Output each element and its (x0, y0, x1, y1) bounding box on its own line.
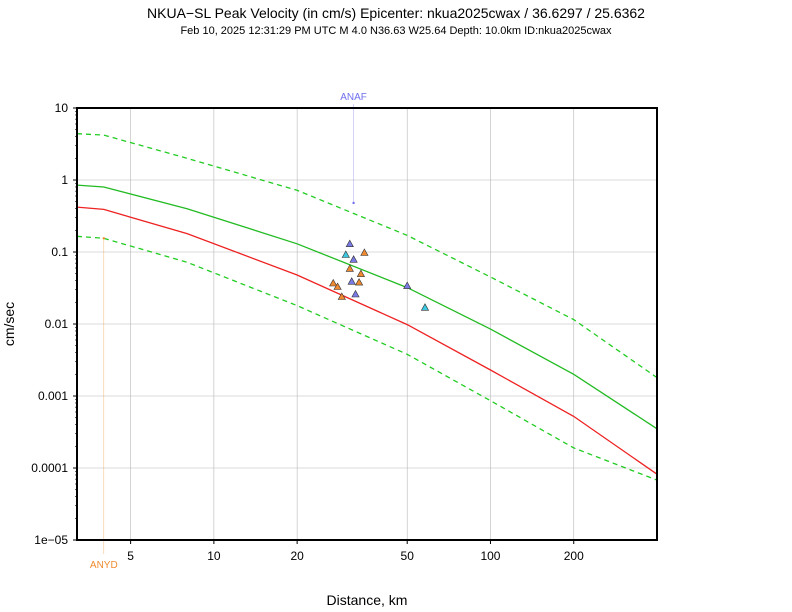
x-tick-label: 200 (564, 549, 584, 563)
station-marker (333, 282, 342, 290)
y-tick-label: 1e−05 (34, 533, 68, 547)
station-marker (329, 278, 338, 287)
prediction-curves (76, 133, 658, 481)
station-marker (349, 255, 358, 263)
curve-red-solid (76, 206, 658, 475)
station-marker (341, 250, 350, 258)
station-marker (356, 269, 366, 277)
station-markers (329, 239, 430, 311)
x-tick-label: 20 (290, 549, 304, 563)
annotation-point (102, 237, 106, 240)
station-marker (345, 239, 354, 247)
x-tick-label: 50 (401, 549, 415, 563)
y-tick-label: 0.001 (38, 389, 68, 403)
station-marker (354, 278, 364, 286)
y-tick-label: 0.1 (51, 245, 68, 259)
x-tick-label: 5 (127, 549, 134, 563)
annotation-label: ANAF (340, 92, 367, 103)
curve-green-dashed (76, 235, 658, 481)
annotation-label: ANYD (90, 560, 118, 571)
station-annotations: ANAF ANYD (90, 92, 367, 571)
x-tick-label: 100 (480, 549, 500, 563)
x-axis-label: Distance, km (327, 592, 408, 608)
curve-green-solid (76, 184, 658, 430)
x-tick-label: 10 (207, 549, 221, 563)
curve-green-dashed (76, 133, 658, 379)
station-marker (420, 303, 430, 311)
y-tick-label: 1 (61, 173, 68, 187)
y-tick-label: 0.0001 (31, 461, 68, 475)
chart-subtitle: Feb 10, 2025 12:31:29 PM UTC M 4.0 N36.6… (180, 25, 612, 37)
station-marker (337, 292, 346, 300)
station-marker (345, 264, 354, 272)
axis-ticks: 5 10 20 50 100 200 10 1 0.1 0.01 0.001 0.0001 1e−05 (31, 101, 584, 563)
station-marker (360, 248, 369, 256)
y-axis-label: cm/sec (1, 302, 17, 346)
station-marker (403, 281, 412, 289)
station-marker (347, 277, 356, 285)
y-tick-label: 0.01 (45, 317, 69, 331)
annotation-point (352, 201, 355, 205)
chart-title: NKUA−SL Peak Velocity (in cm/s) Epicente… (147, 5, 645, 21)
station-marker (351, 289, 360, 298)
grid (77, 107, 657, 541)
y-tick-label: 10 (55, 101, 69, 115)
